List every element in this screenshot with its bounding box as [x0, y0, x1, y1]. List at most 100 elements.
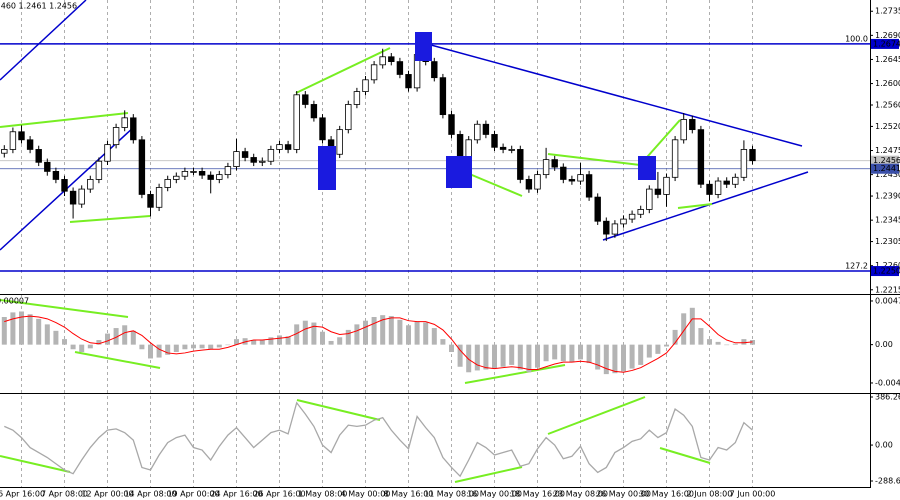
- candle-body: [61, 179, 68, 192]
- histogram-bar: [492, 344, 497, 369]
- x-tick-label: 12 Apr 00:00: [81, 490, 133, 499]
- candle-body: [542, 159, 550, 176]
- histogram-bar: [423, 322, 429, 345]
- histogram-bar: [122, 325, 128, 345]
- histogram-bar: [586, 344, 592, 364]
- candle-body: [654, 188, 662, 195]
- candle-body: [594, 196, 601, 222]
- histogram-bar: [354, 324, 360, 345]
- candle-body: [560, 166, 567, 180]
- histogram-bar: [165, 344, 171, 355]
- x-tick-label: 19 Apr 00:00: [167, 490, 219, 499]
- ohlc-header: 1.2460 1.2461 1.2456: [0, 2, 77, 11]
- candle-body: [637, 209, 644, 215]
- highlight-box: [638, 156, 656, 180]
- divergence-line: [295, 47, 391, 94]
- histogram-bar: [294, 324, 300, 345]
- x-tick-label: 7 Jun 00:00: [730, 490, 776, 499]
- candle-body: [370, 64, 378, 81]
- candle-body: [620, 218, 627, 225]
- histogram-bar: [345, 329, 351, 345]
- candle-body: [465, 139, 472, 158]
- candle-body: [267, 149, 275, 162]
- divergence-line: [0, 112, 129, 128]
- histogram-bar: [53, 330, 59, 345]
- candle-body: [26, 139, 34, 150]
- histogram-bar: [681, 313, 687, 345]
- histogram-bar: [191, 344, 196, 349]
- histogram-bar: [225, 344, 231, 346]
- trend-line: [419, 41, 803, 147]
- histogram-bar: [371, 317, 377, 345]
- histogram-bar: [560, 344, 566, 362]
- candle-body: [207, 174, 214, 180]
- y-tick-label: 1.2645: [875, 55, 900, 64]
- price-tag: [871, 155, 899, 166]
- histogram-bar: [328, 340, 334, 345]
- x-tick-label: 18 May 16:00: [510, 490, 565, 499]
- histogram-bar: [672, 329, 678, 345]
- candle-body: [448, 114, 455, 135]
- divergence-line: [659, 447, 711, 464]
- trend-line: [0, 0, 87, 81]
- candle-body: [508, 149, 515, 151]
- histogram-bar: [629, 344, 635, 369]
- candle-body: [551, 159, 558, 168]
- candle-body: [78, 188, 85, 205]
- histogram-bar: [105, 333, 110, 345]
- signal-line: [4, 315, 753, 373]
- candle-body: [491, 134, 498, 148]
- histogram-bar: [139, 344, 145, 350]
- histogram-bar: [363, 320, 368, 345]
- y-tick-label: 1.2520: [875, 122, 900, 131]
- x-tick-label: 6 Apr 16:00: [0, 490, 45, 499]
- candle-body: [87, 179, 94, 190]
- indicator-header: 0.00007: [0, 297, 29, 306]
- candle-body: [714, 180, 722, 195]
- histogram-bar: [337, 337, 343, 345]
- histogram-bar: [388, 316, 394, 345]
- x-tick-label: 2 Jun 08:00: [687, 490, 733, 499]
- histogram-bar: [311, 322, 317, 345]
- candle-body: [723, 180, 730, 185]
- candle-body: [173, 175, 180, 180]
- candle-body: [336, 129, 343, 155]
- x-tick-label: 26 Apr 16:00: [253, 490, 305, 499]
- candle-body: [259, 160, 266, 163]
- x-tick-label: 23 May 08:00: [553, 490, 608, 499]
- candle-body: [190, 171, 197, 173]
- histogram-bar: [19, 311, 24, 345]
- histogram-bar: [724, 344, 730, 346]
- histogram-bar: [517, 344, 523, 370]
- histogram-bar: [148, 344, 153, 359]
- candle-body: [482, 123, 490, 135]
- histogram-bar: [595, 344, 601, 370]
- histogram-bar: [655, 344, 661, 354]
- candle-body: [379, 56, 386, 66]
- candle-body: [396, 61, 404, 75]
- histogram-bar: [552, 344, 558, 360]
- histogram-bar: [483, 344, 489, 370]
- candle-body: [585, 174, 593, 198]
- candle-body: [740, 149, 748, 178]
- candle-body: [216, 174, 223, 180]
- candle-body: [628, 213, 636, 220]
- trend-line: [602, 171, 809, 241]
- candle-body: [138, 139, 146, 195]
- x-tick-label: 26 May 00:00: [596, 490, 651, 499]
- candle-body: [525, 179, 533, 190]
- histogram-bar: [27, 314, 33, 345]
- y-tick-label: 1.2430: [875, 170, 900, 179]
- candle-body: [147, 194, 154, 208]
- candle-body: [499, 146, 507, 150]
- candle-body: [706, 183, 713, 195]
- candle-body: [181, 171, 189, 177]
- histogram-bar: [457, 344, 463, 367]
- histogram-bar: [173, 344, 179, 353]
- y-tick-label: -288.6823: [875, 476, 900, 485]
- histogram-bar: [431, 328, 437, 345]
- histogram-bar: [87, 344, 93, 349]
- candle-body: [749, 149, 756, 162]
- histogram-bar: [320, 331, 325, 345]
